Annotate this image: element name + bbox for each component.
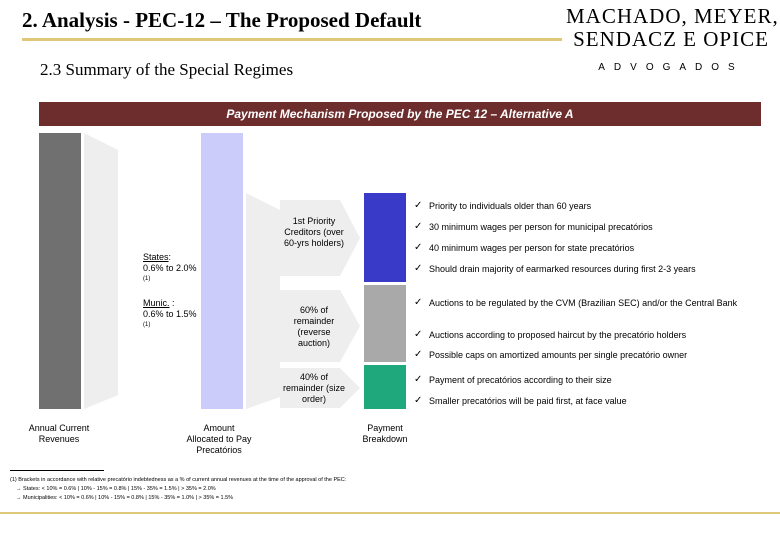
bullet-item: ✓ Smaller precatórios will be paid first,… [414,395,627,406]
bullet-item: ✓ Possible caps on amortized amounts per … [414,349,688,360]
allocated-amount-label: Amount Allocated to Pay Precatórios [186,423,252,455]
firm-logo-line-1: MACHADO, MEYER, [566,4,779,28]
title-divider [22,38,562,41]
firm-logo-line-2: SENDACZ E OPICE [573,27,769,51]
bullet-item: ✓ Auctions according to proposed haircut … [414,329,687,340]
segment-size-order-bar [364,365,406,409]
segment-auction-label: 60% of remainder (reverse auction) [293,305,335,348]
check-icon: ✓ [414,221,423,232]
segment-arrow-2 [280,290,360,362]
check-icon: ✓ [414,263,423,274]
bullet-item: ✓ Auctions to be regulated by the CVM (Br… [414,297,738,308]
bullet-item: ✓ 40 minimum wages per person for state p… [414,242,635,253]
segment-size-order-label: 40% of remainder (size order) [282,372,346,404]
segment-auction-bar [364,285,406,362]
firm-logo-line-3: ADVOGADOS [598,62,744,73]
segment-priority-bar [364,193,406,282]
annual-revenues-label: Annual Current Revenues [28,423,90,444]
munic-label: Munic. [143,298,170,308]
check-icon: ✓ [414,374,423,385]
check-icon: ✓ [414,200,423,211]
check-icon: ✓ [414,349,423,360]
bullet-item: ✓ 30 minimum wages per person for municip… [414,221,653,232]
states-rate-value: 0.6% to 2.0% [143,263,197,273]
check-icon: ✓ [414,329,423,340]
footnote-text: → States: < 10% = 0.6% | 10% - 15% = 0.8… [16,486,216,492]
footnote-text: → Municipalities: < 10% = 0.6% | 10% - 1… [16,495,234,501]
page-subtitle: 2.3 Summary of the Special Regimes [40,60,294,79]
check-icon: ✓ [414,242,423,253]
footnote-divider [10,470,104,471]
states-rate-label: States: 0.6% to 2.0% (1) [143,252,197,282]
funnel-arrow-1 [84,133,118,409]
bullet-item: ✓ Priority to individuals older than 60 y… [414,200,592,211]
munic-footnote-ref: (1) [143,322,151,328]
segment-arrow-1 [280,200,360,276]
check-icon: ✓ [414,395,423,406]
bottom-divider [0,512,780,514]
check-icon: ✓ [414,297,423,308]
segment-priority-label: 1st Priority Creditors (over 60-yrs hold… [283,216,345,248]
funnel-arrow-2 [246,193,280,409]
munic-rate-value: 0.6% to 1.5% [143,309,197,319]
bullet-item: ✓ Should drain majority of earmarked reso… [414,263,696,274]
annual-revenues-bar [39,133,81,409]
states-footnote-ref: (1) [143,276,151,282]
allocated-amount-bar [201,133,243,409]
diagram-banner: Payment Mechanism Proposed by the PEC 12… [39,102,761,126]
bullet-item: ✓ Payment of precatórios according to the… [414,374,612,385]
segment-arrow-3 [280,368,360,408]
states-label: States [143,252,169,262]
payment-breakdown-label: Payment Breakdown [362,423,408,444]
footnote-text: (1) Brackets in accordance with relative… [10,477,347,483]
munic-rate-label: Munic. : 0.6% to 1.5% (1) [143,298,197,328]
page-title: 2. Analysis - PEC-12 – The Proposed Defa… [22,8,422,32]
